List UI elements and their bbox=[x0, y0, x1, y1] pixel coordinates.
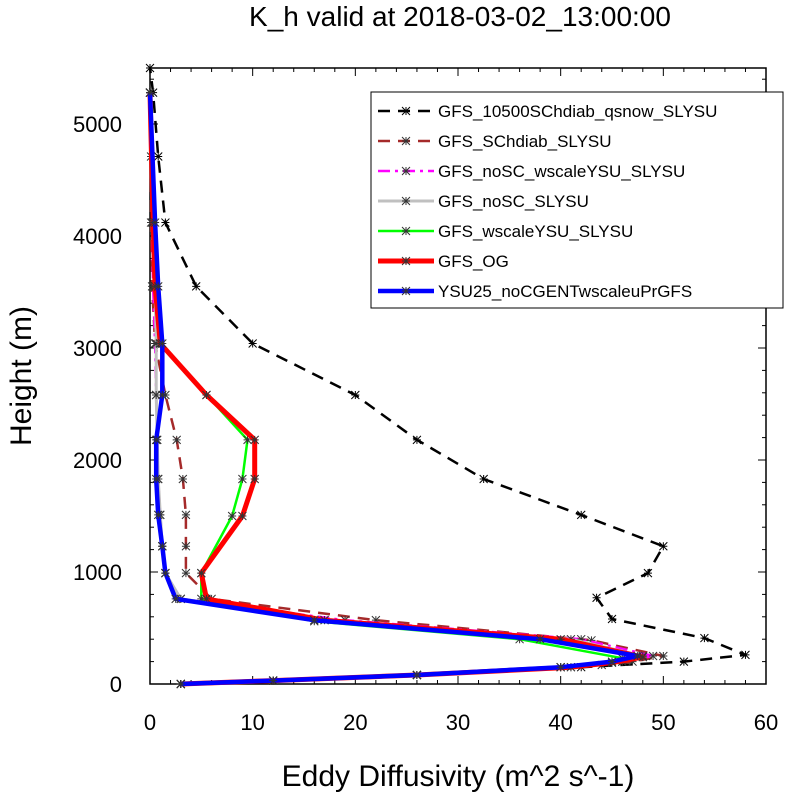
chart-title: K_h valid at 2018-03-02_13:00:00 bbox=[249, 1, 671, 32]
data-point bbox=[250, 435, 260, 445]
y-axis-label: Height (m) bbox=[5, 306, 38, 446]
data-point bbox=[607, 614, 617, 624]
data-point bbox=[153, 510, 163, 520]
x-axis-label: Eddy Diffusivity (m^2 s^-1) bbox=[282, 760, 635, 793]
data-point bbox=[479, 474, 489, 484]
data-point bbox=[248, 339, 258, 348]
data-point bbox=[161, 568, 170, 578]
legend-label: GFS_OG bbox=[438, 252, 509, 271]
data-point bbox=[243, 435, 252, 445]
legend-marker bbox=[401, 226, 411, 236]
data-point bbox=[607, 657, 617, 666]
x-tick-label: 20 bbox=[343, 710, 367, 735]
data-point bbox=[556, 662, 566, 672]
tick-group: 0 10 20 30 40 50 60 0 1000 2000 3000 4000 5000 bbox=[73, 68, 778, 735]
legend: GFS_10500SChdiab_qsnow_SLYSU GFS_SChdiab_… bbox=[370, 91, 784, 309]
data-point bbox=[576, 634, 586, 644]
data-point bbox=[633, 651, 643, 661]
data-point bbox=[371, 615, 381, 625]
data-point bbox=[157, 541, 167, 551]
data-point bbox=[151, 339, 161, 348]
data-point bbox=[556, 634, 566, 644]
data-point bbox=[202, 390, 211, 400]
data-point bbox=[658, 651, 668, 661]
data-point bbox=[412, 435, 422, 445]
legend-label: GFS_10500SChdiab_qsnow_SLYSU bbox=[438, 102, 717, 121]
data-point bbox=[628, 657, 637, 666]
data-point bbox=[643, 568, 653, 578]
data-point bbox=[196, 568, 206, 578]
data-point bbox=[172, 435, 182, 445]
data-point bbox=[587, 635, 596, 645]
data-point bbox=[181, 568, 191, 578]
legend-label: GFS_noSC_wscaleYSU_SLYSU bbox=[438, 162, 685, 181]
series-line bbox=[148, 67, 747, 686]
data-point bbox=[700, 633, 709, 643]
data-point bbox=[412, 670, 422, 680]
x-tick-label: 50 bbox=[651, 710, 675, 735]
data-point bbox=[171, 594, 181, 604]
data-point bbox=[145, 88, 155, 97]
data-point bbox=[238, 474, 247, 484]
y-tick-label: 3000 bbox=[73, 336, 122, 361]
data-point bbox=[679, 657, 689, 666]
data-point bbox=[176, 679, 186, 689]
data-point bbox=[145, 63, 155, 73]
legend-marker bbox=[401, 166, 411, 176]
legend-marker bbox=[401, 286, 411, 296]
x-tick-label: 30 bbox=[446, 710, 470, 735]
data-point bbox=[181, 541, 191, 551]
legend-marker bbox=[401, 106, 411, 116]
data-point bbox=[157, 390, 167, 400]
data-point bbox=[638, 652, 648, 662]
data-point bbox=[741, 650, 750, 660]
data-point bbox=[150, 218, 160, 227]
data-point bbox=[151, 390, 161, 400]
data-point bbox=[648, 651, 658, 661]
y-tick-label: 0 bbox=[110, 672, 122, 697]
data-point bbox=[250, 474, 260, 484]
data-point bbox=[268, 676, 278, 685]
legend-marker bbox=[401, 136, 411, 146]
data-point bbox=[151, 474, 161, 484]
y-tick-label: 2000 bbox=[73, 448, 122, 473]
data-point bbox=[350, 390, 360, 400]
data-point bbox=[196, 594, 206, 604]
data-point bbox=[191, 282, 201, 291]
y-tick-label: 1000 bbox=[73, 560, 122, 585]
data-point bbox=[151, 435, 161, 445]
data-point bbox=[178, 474, 188, 484]
data-point bbox=[238, 511, 247, 521]
legend-label: YSU25_noCGENTwscaleuPrGFS bbox=[438, 282, 692, 301]
data-point bbox=[592, 593, 601, 603]
data-point bbox=[227, 511, 237, 521]
y-tick-label: 4000 bbox=[73, 224, 122, 249]
data-point bbox=[535, 634, 545, 644]
legend-marker bbox=[401, 196, 411, 206]
data-point bbox=[161, 218, 170, 227]
series-layer bbox=[145, 63, 750, 689]
legend-label: GFS_noSC_SLYSU bbox=[438, 192, 589, 211]
x-tick-label: 40 bbox=[548, 710, 572, 735]
data-point bbox=[202, 594, 211, 604]
data-point bbox=[181, 510, 191, 520]
data-point bbox=[309, 615, 319, 625]
legend-label: GFS_wscaleYSU_SLYSU bbox=[438, 222, 633, 241]
series-6 bbox=[145, 88, 643, 689]
legend-frame bbox=[370, 91, 784, 309]
data-point bbox=[658, 541, 668, 551]
data-point bbox=[153, 282, 163, 291]
x-tick-label: 10 bbox=[240, 710, 264, 735]
data-point bbox=[153, 152, 163, 161]
data-point bbox=[576, 510, 586, 520]
data-point bbox=[157, 339, 167, 348]
y-tick-label: 5000 bbox=[73, 112, 122, 137]
legend-label: GFS_SChdiab_SLYSU bbox=[438, 132, 612, 151]
legend-marker bbox=[401, 256, 411, 266]
x-tick-label: 60 bbox=[754, 710, 778, 735]
x-tick-label: 0 bbox=[144, 710, 156, 735]
